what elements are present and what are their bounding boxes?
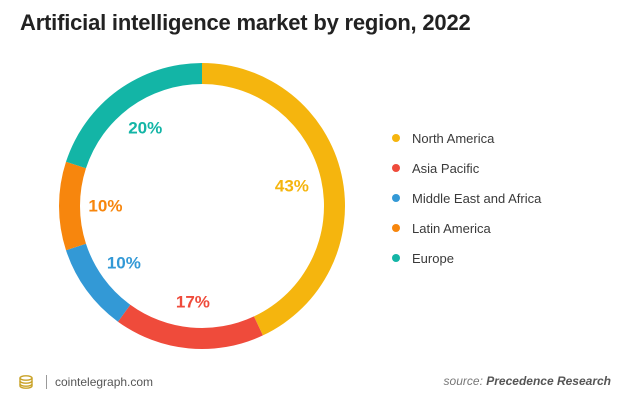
legend-label: Latin America [412, 220, 491, 236]
site-name: cointelegraph.com [55, 375, 154, 389]
source-prefix: source: [443, 374, 483, 388]
legend-label: Europe [412, 250, 454, 266]
donut-slices [58, 63, 345, 349]
cointelegraph-logo-icon [19, 375, 33, 389]
legend-item: Middle East and Africa [392, 183, 541, 213]
legend-item: North America [392, 123, 541, 153]
footer-divider [46, 375, 47, 389]
source-note: source: Precedence Research [444, 374, 611, 388]
value-label-latin-america: 10% [88, 197, 122, 216]
source-name: Precedence Research [486, 374, 611, 388]
slice-middle-east-and-africa [65, 243, 131, 322]
value-label-north-america: 43% [275, 176, 309, 195]
legend: North America Asia Pacific Middle East and… [392, 123, 541, 273]
legend-dot-icon [392, 254, 400, 262]
legend-label: Asia Pacific [412, 160, 480, 176]
legend-label: Middle East and Africa [412, 190, 542, 206]
value-label-middle-east-and-africa: 10% [107, 253, 141, 272]
slice-asia-pacific [117, 304, 263, 349]
slice-europe [65, 63, 202, 169]
value-label-asia-pacific: 17% [176, 293, 210, 312]
legend-dot-icon [392, 164, 400, 172]
legend-item: Asia Pacific [392, 153, 541, 183]
slice-labels: 43% 17% 10% 10% 20% [88, 118, 309, 311]
slice-latin-america [58, 161, 86, 251]
footer-brand: cointelegraph.com [18, 374, 153, 390]
donut-chart: 43% 17% 10% 10% 20% [58, 63, 345, 349]
value-label-europe: 20% [128, 118, 162, 137]
legend-dot-icon [392, 134, 400, 142]
legend-dot-icon [392, 224, 400, 232]
legend-label: North America [412, 130, 495, 146]
chart-title: Artificial intelligence market by region… [20, 10, 471, 35]
slice-north-america [202, 63, 345, 336]
legend-item: Europe [392, 243, 541, 273]
legend-item: Latin America [392, 213, 541, 243]
legend-dot-icon [392, 194, 400, 202]
